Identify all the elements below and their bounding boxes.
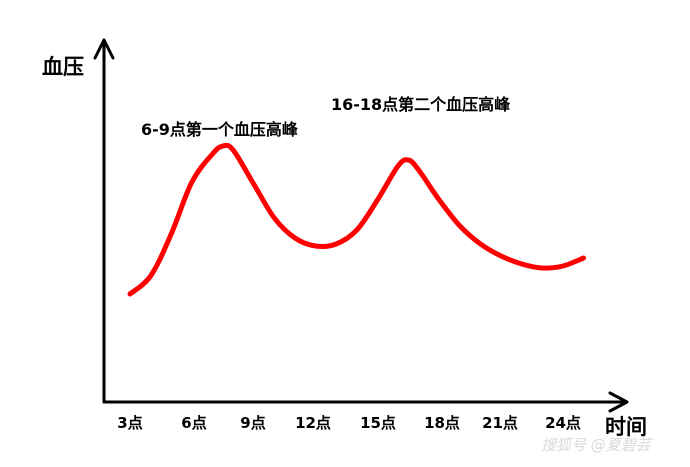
axes	[93, 38, 629, 413]
x-tick-label: 6点	[181, 414, 207, 432]
watermark-text: 搜狐号 @夏碧芸	[541, 436, 651, 454]
x-tick-label: 9点	[240, 414, 266, 432]
y-axis-label: 血压	[42, 55, 84, 79]
x-tick-label: 15点	[360, 414, 396, 432]
y-axis-arrow	[93, 38, 115, 60]
x-axis-label: 时间	[605, 415, 647, 439]
x-tick-label: 18点	[424, 414, 460, 432]
blood-pressure-curve	[127, 142, 587, 297]
first-peak-annotation: 6-9点第一个血压高峰	[141, 120, 298, 139]
x-tick-label: 24点	[545, 414, 581, 432]
x-tick-label: 12点	[295, 414, 331, 432]
x-tick-label: 21点	[482, 414, 518, 432]
second-peak-annotation: 16-18点第二个血压高峰	[331, 95, 511, 114]
x-tick-label: 3点	[117, 414, 143, 432]
x-axis-arrow	[608, 391, 629, 413]
